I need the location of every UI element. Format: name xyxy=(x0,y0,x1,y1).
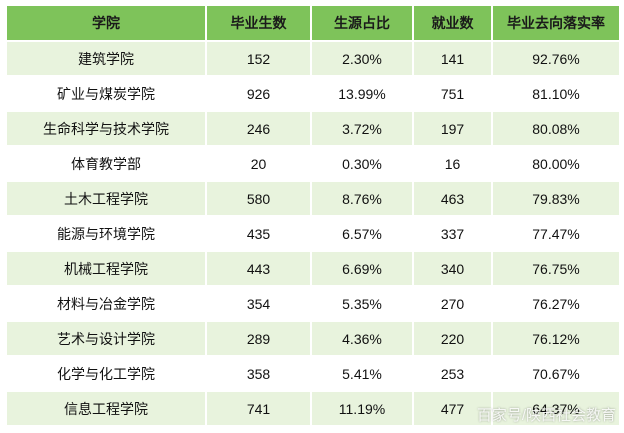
header-cell: 毕业去向落实率 xyxy=(491,4,621,42)
table-cell: 253 xyxy=(412,355,493,392)
table-cell: 2.30% xyxy=(310,40,414,77)
table-cell: 生命科学与技术学院 xyxy=(5,110,207,147)
table-cell: 81.10% xyxy=(491,75,621,112)
table-cell: 70.67% xyxy=(491,355,621,392)
table-cell: 艺术与设计学院 xyxy=(5,320,207,357)
table-row: 化学与化工学院 358 5.41% 253 70.67% xyxy=(5,355,621,392)
watermark: 百家号/陕西社会教育 xyxy=(476,407,616,424)
table-cell: 354 xyxy=(205,285,312,322)
table-cell: 79.83% xyxy=(491,180,621,217)
table-cell: 体育教学部 xyxy=(5,145,207,182)
table-cell: 3.72% xyxy=(310,110,414,147)
table-body: 建筑学院 152 2.30% 141 92.76% 矿业与煤炭学院 926 13.99% 751… xyxy=(5,40,621,427)
table-cell: 4.36% xyxy=(310,320,414,357)
table-cell: 477 xyxy=(412,390,493,427)
table-cell: 6.57% xyxy=(310,215,414,252)
data-table: 学院 毕业生数 生源占比 就业数 毕业去向落实率 建筑学院 152 2.30% 141 92.7… xyxy=(5,4,621,427)
table-cell: 64.37% xyxy=(491,390,621,427)
table-cell: 建筑学院 xyxy=(5,40,207,77)
table-row: 土木工程学院 580 8.76% 463 79.83% xyxy=(5,180,621,217)
table-cell: 80.00% xyxy=(491,145,621,182)
table-cell: 16 xyxy=(412,145,493,182)
table-cell: 5.35% xyxy=(310,285,414,322)
table-cell: 8.76% xyxy=(310,180,414,217)
table-cell: 76.75% xyxy=(491,250,621,287)
table-cell: 580 xyxy=(205,180,312,217)
table-cell: 76.27% xyxy=(491,285,621,322)
table-cell: 197 xyxy=(412,110,493,147)
header-cell: 就业数 xyxy=(412,4,493,42)
table-row: 信息工程学院 741 11.19% 477 64.37% xyxy=(5,390,621,427)
table-cell: 751 xyxy=(412,75,493,112)
table-cell: 926 xyxy=(205,75,312,112)
table-cell: 152 xyxy=(205,40,312,77)
table-cell: 0.30% xyxy=(310,145,414,182)
table-row: 能源与环境学院 435 6.57% 337 77.47% xyxy=(5,215,621,252)
table-cell: 358 xyxy=(205,355,312,392)
header-cell: 毕业生数 xyxy=(205,4,312,42)
table-row: 生命科学与技术学院 246 3.72% 197 80.08% xyxy=(5,110,621,147)
table-row: 材料与冶金学院 354 5.35% 270 76.27% xyxy=(5,285,621,322)
table-cell: 76.12% xyxy=(491,320,621,357)
table-cell: 能源与环境学院 xyxy=(5,215,207,252)
table-cell: 13.99% xyxy=(310,75,414,112)
header-cell: 生源占比 xyxy=(310,4,414,42)
table-cell: 矿业与煤炭学院 xyxy=(5,75,207,112)
table-row: 机械工程学院 443 6.69% 340 76.75% xyxy=(5,250,621,287)
table-cell: 80.08% xyxy=(491,110,621,147)
table-cell: 246 xyxy=(205,110,312,147)
table-cell: 土木工程学院 xyxy=(5,180,207,217)
header-cell: 学院 xyxy=(5,4,207,42)
table-row: 体育教学部 20 0.30% 16 80.00% xyxy=(5,145,621,182)
table-cell: 材料与冶金学院 xyxy=(5,285,207,322)
table-cell: 463 xyxy=(412,180,493,217)
table-cell: 77.47% xyxy=(491,215,621,252)
table-cell: 20 xyxy=(205,145,312,182)
table-cell: 443 xyxy=(205,250,312,287)
header-row: 学院 毕业生数 生源占比 就业数 毕业去向落实率 xyxy=(5,4,621,42)
table-cell: 化学与化工学院 xyxy=(5,355,207,392)
table-cell: 435 xyxy=(205,215,312,252)
table-cell: 92.76% xyxy=(491,40,621,77)
table-cell: 信息工程学院 xyxy=(5,390,207,427)
table-cell: 5.41% xyxy=(310,355,414,392)
table-cell: 11.19% xyxy=(310,390,414,427)
table-cell: 270 xyxy=(412,285,493,322)
table-row: 艺术与设计学院 289 4.36% 220 76.12% xyxy=(5,320,621,357)
table-cell: 141 xyxy=(412,40,493,77)
table-cell: 289 xyxy=(205,320,312,357)
table-cell: 340 xyxy=(412,250,493,287)
table-row: 矿业与煤炭学院 926 13.99% 751 81.10% xyxy=(5,75,621,112)
table-cell: 220 xyxy=(412,320,493,357)
table-cell: 741 xyxy=(205,390,312,427)
table-cell: 机械工程学院 xyxy=(5,250,207,287)
table-row: 建筑学院 152 2.30% 141 92.76% xyxy=(5,40,621,77)
table-cell: 337 xyxy=(412,215,493,252)
table-cell: 6.69% xyxy=(310,250,414,287)
